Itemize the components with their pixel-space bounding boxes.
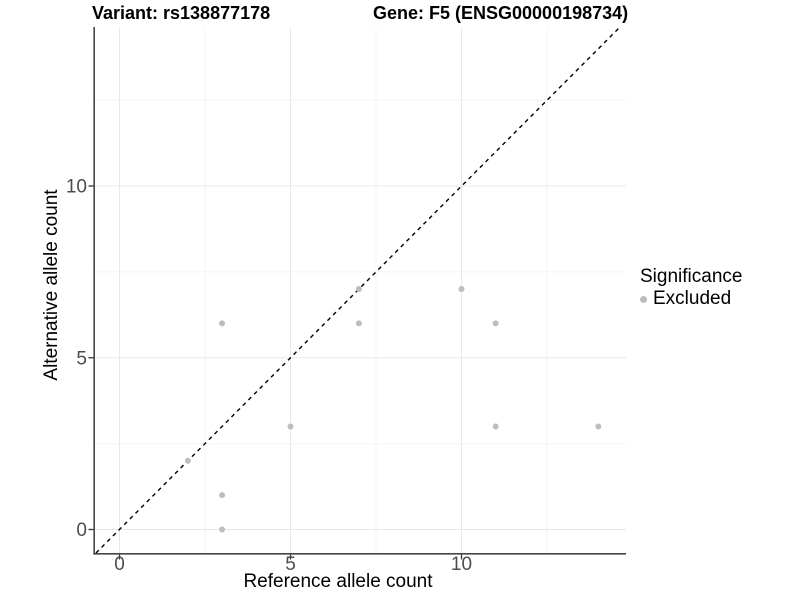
x-tick-label: 10 [451,554,472,575]
y-tick-label: 10 [66,177,87,198]
data-point [595,423,602,430]
legend-title: Significance [640,266,743,287]
legend-entry-label: Excluded [653,288,732,309]
y-tick-label: 0 [76,520,87,541]
y-tick-label: 5 [76,348,87,369]
data-point [219,526,226,533]
data-point [287,423,294,430]
plot-title-gene: Gene: F5 (ENSG00000198734) [373,3,629,23]
x-axis-title: Reference allele count [243,571,433,592]
plot-title-variant: Variant: rs138877178 [92,3,271,23]
data-point [492,423,499,430]
data-point [184,457,191,464]
y-axis-title: Alternative allele count [41,189,62,381]
legend-entry: Excluded [640,288,742,310]
data-point [219,320,226,327]
legend-point-icon [640,295,647,303]
x-tick-label: 0 [114,554,125,575]
data-point [492,320,499,327]
data-point [219,492,226,499]
x-tick-label: 5 [285,554,296,575]
legend: Significance Excluded [640,266,742,310]
data-point [355,286,362,293]
data-point [355,320,362,327]
data-point [458,286,465,293]
